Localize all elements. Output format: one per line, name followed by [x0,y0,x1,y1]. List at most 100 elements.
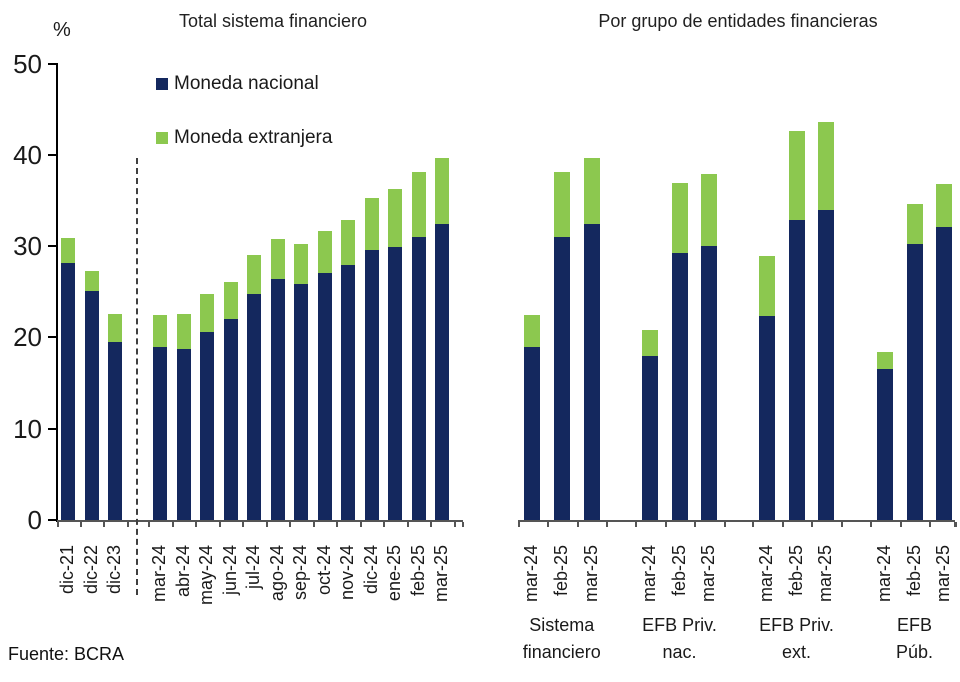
y-axis-tick-label: 20 [13,322,42,353]
y-axis-tick-label: 0 [27,505,42,535]
x-axis-tick [242,522,244,527]
bar-segment-nacional [671,253,688,520]
x-axis-tick [955,522,957,527]
group-label: EFB Púb. [896,612,933,666]
x-axis-tick [407,522,409,527]
bar-segment-nacional [153,347,167,520]
bar-segment-extranjera [701,173,717,247]
x-axis-category-label: dic-21 [57,545,77,595]
x-axis-category-label: feb-25 [407,545,428,597]
bar-segment-extranjera [200,293,214,332]
bar-segment-nacional [818,210,834,520]
x-axis-tick [694,522,696,527]
group-label-line: financiero [522,642,601,662]
bar-segment-nacional [936,226,952,520]
bar-segment-nacional [247,293,261,520]
x-axis-category-label: mar-24 [756,545,776,603]
bar-segment-extranjera [294,244,308,284]
x-axis-category-label: mar-25 [698,545,718,603]
y-axis-line [56,63,58,522]
x-axis-tick [289,522,291,527]
bar-segment-extranjera [759,256,775,317]
y-axis-tick-label: 30 [13,231,42,262]
group-label-line: nac. [662,642,697,662]
legend-label-nacional: Moneda nacional [174,73,319,94]
bar-segment-nacional [906,244,923,520]
x-axis-tick [195,522,197,527]
bar-segment-nacional [294,283,308,520]
bar-segment-extranjera [583,158,600,225]
bar-segment-extranjera [223,281,238,320]
bar-segment-extranjera [936,184,952,227]
x-axis-category-label: feb-25 [551,545,571,597]
bar-segment-extranjera [364,197,379,250]
group-label: EFB Priv. nac. [642,612,717,666]
group-label-line: Púb. [895,642,934,662]
x-axis-tick [266,522,268,527]
source-note: Fuente: BCRA [8,644,125,664]
bar-segment-nacional [642,355,658,520]
bar-segment-nacional [411,236,426,520]
x-axis-category-label: mar-25 [933,545,953,603]
x-axis-tick [360,522,362,527]
x-axis-line [57,520,463,522]
group-label-line: EFB [896,615,932,635]
x-axis-tick [336,522,338,527]
bar-segment-nacional [701,246,717,520]
x-axis-tick [724,522,726,527]
bar-segment-nacional [759,316,775,520]
x-axis-tick [900,522,902,527]
x-axis-category-label: mar-24 [639,545,659,603]
bar-segment-extranjera [435,158,449,225]
x-axis-category-label: nov-24 [337,545,357,601]
x-axis-category-label: ene-25 [384,545,404,602]
x-axis-category-label: mar-24 [874,545,894,603]
x-axis-category-label: jun-24 [219,545,240,596]
y-axis-tick-label: 10 [13,413,42,444]
bar-segment-extranjera [877,352,893,370]
legend-label-extranjera: Moneda extranjera [174,127,333,148]
x-axis-tick [929,522,931,527]
x-axis-tick [811,522,813,527]
bar-segment-nacional [435,224,449,520]
x-axis-category-label: dic-24 [360,545,381,595]
x-axis-tick [313,522,315,527]
bar-segment-extranjera [788,131,805,220]
x-axis-tick [870,522,872,527]
bar-segment-extranjera [153,315,167,348]
x-axis-tick [665,522,667,527]
bar-segment-nacional [200,331,214,520]
right-panel-title: Por grupo de entidades financieras [598,11,878,31]
y-axis-tick-label: 40 [13,139,42,170]
bar-segment-extranjera [671,183,688,254]
x-axis-category-label: mar-25 [431,545,451,603]
y-axis-tick [48,153,56,156]
legend-swatch-extranjera [156,132,168,144]
group-label: EFB Priv. ext. [759,612,834,666]
bar-segment-extranjera [270,238,285,279]
bar-segment-extranjera [411,172,426,237]
bar-segment-nacional [108,341,122,520]
group-label-line: EFB Priv. [642,615,717,635]
x-axis-category-label: feb-25 [785,545,806,597]
x-axis-tick [454,522,456,527]
group-label-line: EFB Priv. [759,615,834,635]
x-axis-category-label: dic-23 [104,545,124,595]
x-axis-category-label: oct-24 [313,545,334,596]
bar-segment-nacional [554,236,570,520]
bar-segment-extranjera [642,330,658,356]
group-label: Sistema financiero [523,612,601,666]
legend-swatch-nacional [156,78,168,90]
bar-segment-nacional [61,263,75,520]
x-axis-category-label: abr-24 [172,545,193,598]
bar-segment-extranjera [906,204,923,245]
bar-segment-nacional [317,272,332,520]
x-axis-tick [782,522,784,527]
bar-segment-nacional [84,290,99,520]
x-axis-tick [462,522,464,527]
bar-segment-extranjera [176,313,191,350]
period-separator-dashed-line [136,158,138,595]
x-axis-tick [577,522,579,527]
group-label-line: Sistema [529,615,595,635]
